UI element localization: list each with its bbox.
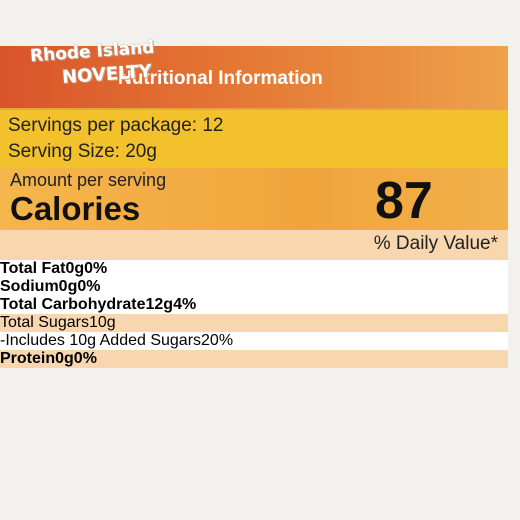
nutrient-name: Protein	[0, 350, 56, 367]
nutrient-name: Total Fat	[0, 260, 66, 277]
nutrient-dv: 0%	[73, 350, 97, 367]
nutrient-name: -Includes 10g Added Sugars	[0, 332, 202, 349]
nutrient-amount: 12g	[145, 296, 174, 313]
nutrient-amount: 0g	[55, 350, 74, 367]
servings-band: Servings per package: 12 Serving Size: 2…	[0, 108, 508, 168]
nutrient-row: Total Carbohydrate12g4%	[0, 296, 508, 314]
nutrient-name: Sodium	[0, 278, 59, 295]
nutrient-row: Total Fat0g0%	[0, 260, 508, 278]
nutrient-dv: 4%	[173, 296, 197, 313]
nutrient-amount: 10g	[88, 314, 116, 331]
nutrient-dv: 20%	[201, 332, 234, 349]
nutrient-name: Total Sugars	[0, 314, 89, 331]
header-title: Nutritional Information	[118, 68, 323, 89]
nutrient-row: Protein0g0%	[0, 350, 508, 368]
nutrient-table: Total Fat0g0% Sodium0g0% Total Carbohydrat…	[0, 260, 508, 445]
serving-size: Serving Size: 20g	[8, 141, 157, 162]
calories-band: Amount per serving Calories 87	[0, 168, 508, 230]
nutrient-name: Total Carbohydrate	[0, 296, 146, 313]
nutrient-amount: 0g	[65, 260, 85, 277]
nutrient-row: Sodium0g0%	[0, 278, 508, 296]
nutrient-row: -Includes 10g Added Sugars20%	[0, 332, 508, 350]
nutrient-row: Total Sugars10g	[0, 314, 508, 332]
calories-label: Calories	[10, 190, 141, 227]
servings-per-package: Servings per package: 12	[8, 115, 224, 136]
nutrient-dv: 0%	[77, 278, 101, 295]
nutrient-amount: 0g	[58, 278, 78, 295]
nutrient-dv: 0%	[84, 260, 108, 277]
header-band: Nutritional Information	[0, 46, 508, 108]
daily-value-heading: % Daily Value*	[373, 233, 498, 254]
daily-value-band: % Daily Value*	[0, 230, 508, 260]
amount-caption: Amount per serving	[10, 170, 167, 190]
calories-value: 87	[375, 172, 433, 230]
